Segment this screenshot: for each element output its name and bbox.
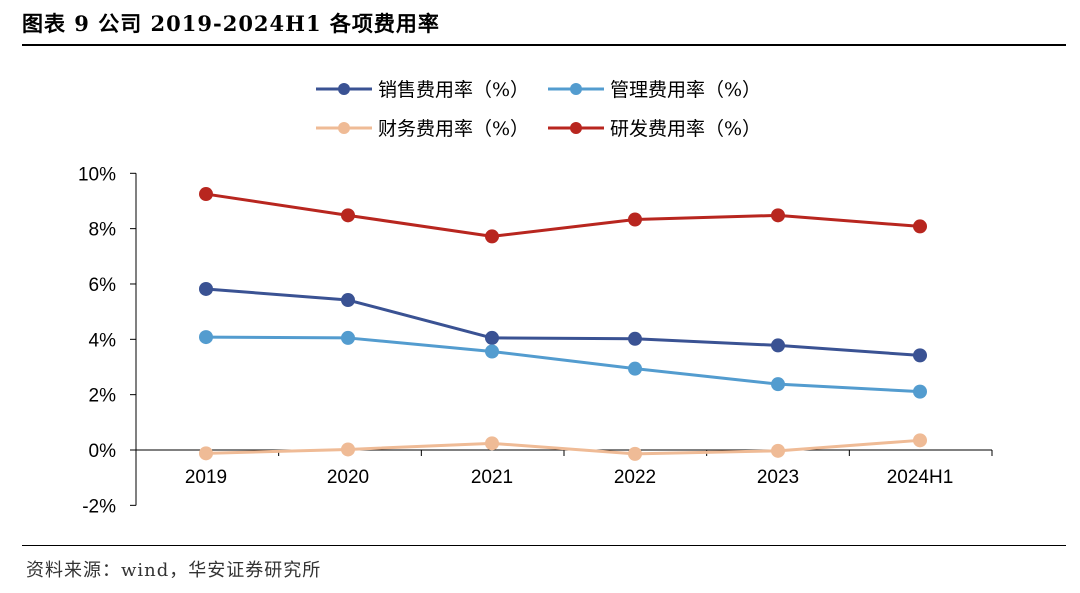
legend-swatch-marker [338,83,350,95]
series-line-3 [205,438,921,456]
x-tick-label: 2020 [327,467,369,488]
y-tick-label: 2% [89,386,117,407]
data-point [628,446,642,461]
legend-label: 研发费用率（%） [610,118,761,140]
data-point [628,212,642,227]
data-point [485,330,499,345]
legend-swatch-marker [570,122,582,134]
x-tick-label: 2024H1 [887,467,954,488]
x-tick-label: 2019 [185,467,227,488]
data-point [341,442,355,457]
data-point [771,443,785,458]
y-tick-label: 8% [89,220,117,241]
data-point [771,338,785,353]
chart-title: 图表 9 公司 2019-2024H1 各项费用率 [22,11,440,36]
line-chart: 10% 8% 6% 4% 2% 0% -2% 2019 2020 2021 2022 2023 2024… [78,79,993,517]
data-point [628,361,642,376]
y-tick-label: 6% [89,275,117,296]
y-tick-label: -2% [82,496,116,517]
data-point [485,229,499,244]
y-tick-label: 0% [89,441,117,462]
data-point [199,330,213,345]
data-point [913,348,927,363]
y-tick-label: 4% [89,330,117,351]
series-line-1 [205,287,921,357]
legend-swatch-marker [338,122,350,134]
data-point [913,433,927,448]
data-point [485,344,499,359]
data-point [199,446,213,461]
series-line-4 [205,192,921,238]
data-point [913,219,927,234]
data-point [771,208,785,223]
series-line-2 [205,335,921,394]
x-tick-label: 2021 [471,467,513,488]
y-tick-label: 10% [78,164,116,185]
data-point [341,208,355,223]
data-point [199,281,213,296]
legend-swatch-marker [570,83,582,95]
data-point [771,377,785,392]
data-point [485,436,499,451]
x-tick-label: 2023 [757,467,799,488]
legend-label: 管理费用率（%） [610,79,761,101]
title-divider [22,44,1066,46]
data-point [628,331,642,346]
data-point [913,384,927,399]
legend-label: 财务费用率（%） [378,118,529,140]
source-divider [22,545,1066,546]
data-point [341,293,355,308]
data-point [341,330,355,345]
legend-label: 销售费用率（%） [378,79,529,101]
data-point [199,187,213,202]
x-tick-label: 2022 [614,467,656,488]
source-note: 资料来源：wind，华安证券研究所 [26,560,322,581]
